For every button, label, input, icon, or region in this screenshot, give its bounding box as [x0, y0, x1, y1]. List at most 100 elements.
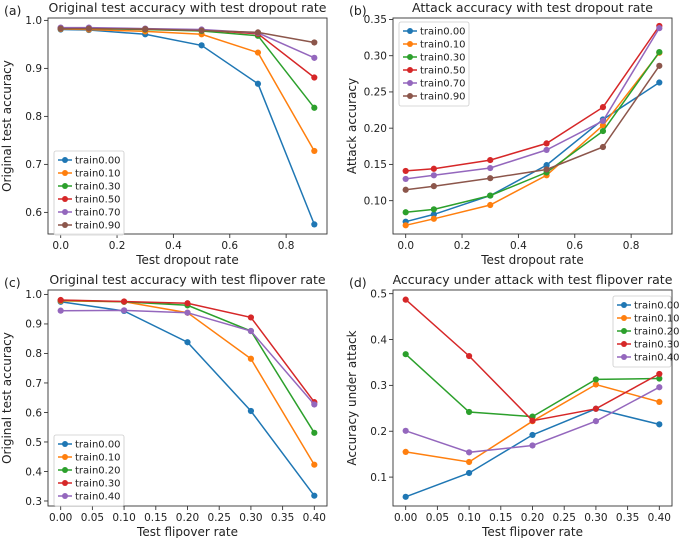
legend-item: train0.90 — [58, 221, 121, 232]
x-tick-label: 0.35 — [616, 512, 639, 524]
legend-swatch-marker — [62, 454, 68, 460]
data-point — [599, 117, 607, 125]
x-tick-label: 0.10 — [112, 512, 135, 524]
data-point — [120, 298, 128, 305]
series-train0.30 — [402, 48, 663, 216]
legend-swatch-marker — [621, 328, 627, 334]
legend-swatch-marker — [621, 354, 627, 360]
data-point — [57, 307, 64, 314]
data-point — [311, 104, 318, 111]
legend-label: train0.30 — [634, 340, 680, 351]
x-tick-label: 0.30 — [584, 512, 607, 524]
x-tick-label: 0.10 — [457, 512, 480, 524]
y-tick-label: 0.20 — [364, 123, 387, 135]
legend-label: train0.10 — [634, 314, 680, 325]
series-train0.30 — [402, 296, 663, 424]
series-line — [405, 27, 660, 180]
series-line — [60, 28, 315, 152]
data-point — [311, 429, 318, 436]
series-line — [60, 27, 315, 44]
series-train0.30 — [57, 25, 318, 111]
data-point — [311, 401, 318, 408]
data-point — [543, 166, 550, 173]
chart-panel-1: (a) Original test accuracy with test drop… — [0, 0, 328, 267]
x-tick-label: 0.0 — [397, 240, 414, 252]
chart-panel-4: (d) Accuracy under attack with test flipo… — [345, 272, 680, 538]
series-train0.90 — [57, 25, 318, 46]
data-point — [247, 407, 255, 415]
chart-title: Accuracy under attack with test flipover… — [393, 272, 673, 287]
data-point — [529, 442, 536, 449]
legend-label: train0.00 — [634, 301, 680, 312]
legend-label: train0.10 — [75, 453, 121, 464]
data-point — [487, 201, 494, 209]
y-tick-label: 0.35 — [364, 14, 387, 26]
legend-swatch-marker — [407, 80, 413, 86]
series-line — [60, 299, 315, 434]
x-tick-label: 0.20 — [521, 512, 544, 524]
data-point — [656, 398, 663, 405]
legend-item: train0.30 — [617, 340, 680, 351]
data-point — [656, 48, 663, 56]
y-tick-label: 0.30 — [364, 50, 387, 62]
legend-swatch-marker — [621, 302, 627, 308]
data-point — [184, 309, 191, 316]
x-tick-label: 0.15 — [144, 512, 167, 524]
x-tick-label: 0.2 — [109, 240, 126, 252]
data-point — [57, 25, 64, 32]
legend-swatch-marker — [407, 41, 413, 47]
data-point — [529, 417, 536, 424]
y-tick-label: 0.3 — [370, 380, 387, 392]
x-tick-label: 0.25 — [208, 512, 231, 524]
data-point — [656, 370, 663, 378]
data-point — [254, 80, 262, 87]
legend-box — [612, 295, 672, 368]
legend-item: train0.20 — [58, 466, 121, 477]
series-line — [60, 309, 315, 405]
series-train0.70 — [402, 25, 663, 183]
legend: train0.00 train0.10 train0.30 train0.50 trai… — [53, 150, 125, 236]
data-point — [402, 351, 409, 358]
y-tick-label: 0.15 — [364, 159, 387, 171]
data-point — [311, 54, 318, 61]
data-point — [184, 300, 191, 307]
data-point — [402, 175, 409, 183]
data-point — [656, 25, 663, 32]
legend-item: train0.10 — [403, 40, 466, 51]
legend-label: train0.90 — [75, 221, 121, 232]
y-tick-label: 0.5 — [370, 288, 387, 300]
x-tick-label: 0.15 — [489, 512, 512, 524]
panel-label: (a) — [4, 3, 21, 18]
legend-label: train0.00 — [75, 156, 121, 167]
x-tick-label: 0.05 — [426, 512, 449, 524]
series-line — [405, 25, 660, 172]
data-point — [465, 352, 473, 360]
data-point — [465, 408, 473, 416]
x-tick-label: 0.2 — [454, 240, 471, 252]
data-point — [120, 307, 128, 314]
legend-swatch-marker — [407, 28, 413, 34]
data-point — [599, 127, 607, 135]
legend-label: train0.10 — [420, 40, 466, 51]
legend-label: train0.90 — [420, 92, 466, 103]
legend-swatch-marker — [62, 183, 68, 189]
legend-label: train0.40 — [634, 353, 680, 364]
legend-swatch-marker — [407, 67, 413, 73]
x-tick-label: 0.20 — [176, 512, 199, 524]
legend-label: train0.00 — [75, 440, 121, 451]
legend-label: train0.00 — [420, 27, 466, 38]
data-point — [465, 449, 473, 456]
legend: train0.00 train0.10 train0.30 train0.50 trai… — [398, 21, 470, 107]
data-point — [599, 104, 607, 111]
data-point — [247, 314, 255, 321]
series-line — [405, 51, 660, 214]
data-point — [402, 167, 409, 175]
x-tick-label: 0.4 — [510, 240, 527, 252]
legend-item: train0.50 — [58, 195, 121, 206]
y-tick-label: 0.4 — [370, 334, 387, 346]
data-point — [198, 27, 205, 34]
chart-title: Attack accuracy with test dropout rate — [412, 0, 653, 15]
data-point — [599, 122, 607, 129]
x-tick-label: 0.40 — [303, 512, 326, 524]
y-tick-label: 1.0 — [25, 15, 42, 27]
